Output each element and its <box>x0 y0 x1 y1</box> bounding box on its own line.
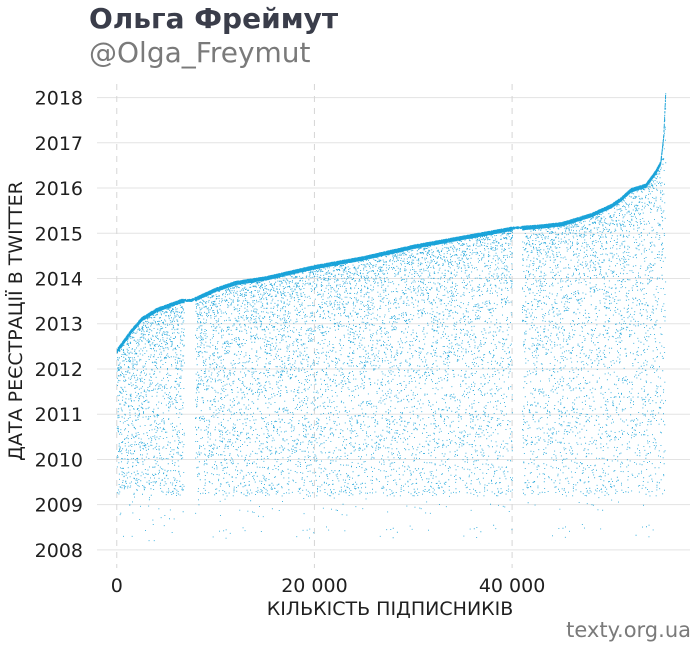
points-layer <box>116 93 667 542</box>
follower-points <box>116 93 667 542</box>
y-tick-label: 2013 <box>35 314 83 336</box>
grid-layer <box>97 84 690 568</box>
y-tick-label: 2012 <box>35 359 83 381</box>
x-tick-label: 40 000 <box>479 575 545 597</box>
x-tick-label: 0 <box>111 575 123 597</box>
y-tick-label: 2018 <box>35 88 83 110</box>
y-axis-title: ДАТА РЕЄСТРАЦІЇ В TWITTER <box>4 181 27 461</box>
chart-subtitle: @Olga_Freymut <box>89 36 311 69</box>
y-tick-label: 2008 <box>35 540 83 562</box>
chart-title: Ольга Фреймут <box>89 2 339 35</box>
y-tick-label: 2016 <box>35 178 83 200</box>
y-tick-label: 2011 <box>35 404 83 426</box>
x-axis-title: КІЛЬКІСТЬ ПІДПИСНИКІВ <box>267 598 514 620</box>
tick-labels-layer: 2018 2017 2016 2015 2014 2013 2012 2011 2010 2009… <box>35 88 546 597</box>
y-tick-label: 2017 <box>35 133 83 155</box>
y-tick-label: 2014 <box>35 269 83 291</box>
source-credit: texty.org.ua <box>566 618 691 642</box>
y-tick-label: 2015 <box>35 223 83 245</box>
y-tick-label: 2010 <box>35 449 83 471</box>
scatter-chart: 2018 2017 2016 2015 2014 2013 2012 2011 2010 2009… <box>4 84 690 620</box>
x-tick-label: 20 000 <box>281 575 347 597</box>
y-tick-label: 2009 <box>35 495 83 517</box>
